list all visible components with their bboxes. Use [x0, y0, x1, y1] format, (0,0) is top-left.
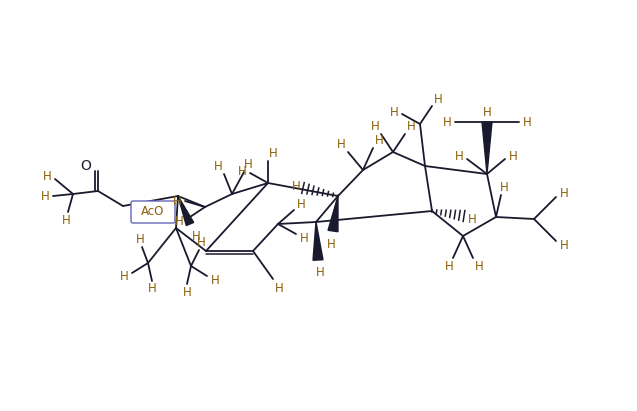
- Text: H: H: [120, 270, 129, 284]
- Text: H: H: [275, 282, 283, 295]
- Text: H: H: [315, 266, 324, 279]
- Text: H: H: [211, 273, 219, 286]
- Polygon shape: [328, 196, 338, 232]
- Text: H: H: [43, 169, 52, 182]
- Text: H: H: [136, 233, 145, 245]
- Text: H: H: [455, 150, 463, 162]
- Text: H: H: [173, 194, 182, 208]
- Text: O: O: [80, 159, 92, 173]
- Text: H: H: [243, 157, 252, 171]
- Text: H: H: [213, 159, 222, 173]
- Text: H: H: [499, 180, 508, 194]
- Text: H: H: [434, 92, 442, 106]
- Text: H: H: [508, 150, 517, 162]
- Text: H: H: [483, 106, 491, 118]
- Text: H: H: [327, 238, 335, 250]
- Text: H: H: [560, 187, 568, 199]
- Text: H: H: [522, 115, 531, 129]
- Text: H: H: [299, 231, 308, 245]
- Text: H: H: [148, 282, 156, 296]
- Text: H: H: [238, 164, 247, 178]
- Text: H: H: [297, 198, 305, 210]
- Polygon shape: [482, 122, 492, 174]
- Text: H: H: [475, 261, 483, 273]
- Polygon shape: [178, 196, 194, 226]
- Text: H: H: [292, 180, 301, 192]
- Text: H: H: [560, 238, 568, 252]
- FancyBboxPatch shape: [131, 201, 175, 223]
- Text: H: H: [443, 115, 452, 129]
- Text: H: H: [406, 120, 415, 132]
- Text: H: H: [175, 215, 183, 228]
- Text: H: H: [62, 213, 70, 226]
- Text: H: H: [336, 138, 345, 150]
- Text: H: H: [375, 134, 383, 146]
- Text: H: H: [183, 286, 191, 298]
- Text: H: H: [445, 261, 454, 273]
- Polygon shape: [313, 222, 323, 260]
- Text: AcO: AcO: [141, 205, 165, 217]
- Text: H: H: [197, 236, 205, 249]
- Text: H: H: [468, 212, 476, 226]
- Text: H: H: [41, 189, 50, 203]
- Text: H: H: [371, 120, 380, 132]
- Text: H: H: [192, 229, 201, 242]
- Text: H: H: [390, 106, 398, 118]
- Text: H: H: [269, 146, 277, 159]
